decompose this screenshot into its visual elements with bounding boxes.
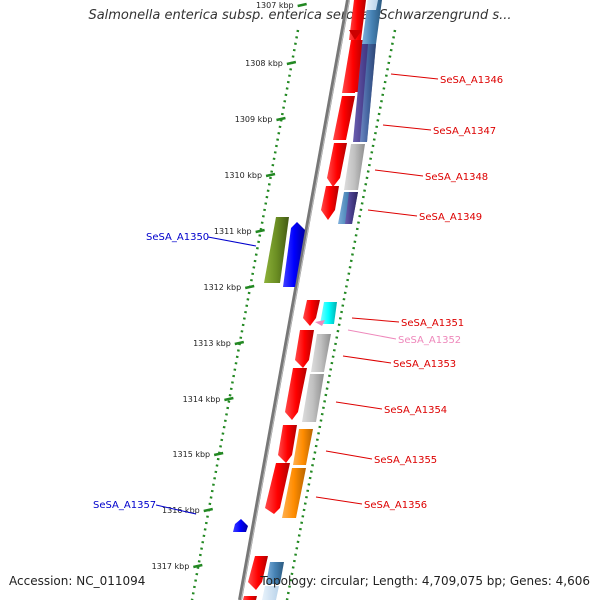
tick-label: 1312 kbp <box>204 283 242 292</box>
gene-block-bottom-steel[interactable] <box>266 562 284 584</box>
gene-label-sesa-a1349[interactable]: SeSA_A1349 <box>419 212 482 223</box>
gene-arrow-1353[interactable] <box>295 330 314 368</box>
gene-label-sesa-a1352[interactable]: SeSA_A1352 <box>398 335 461 346</box>
gene-label-sesa-a1346[interactable]: SeSA_A1346 <box>440 75 503 86</box>
gene-block-orange-1355[interactable] <box>293 429 313 465</box>
gene-block-steel-1[interactable] <box>362 0 382 44</box>
tick-mark <box>244 284 255 290</box>
gene-arrow-1357[interactable] <box>233 519 248 532</box>
gene-arrow-1347[interactable] <box>342 40 364 93</box>
gene-arrow-1348[interactable] <box>333 96 355 140</box>
gene-block-gray-1354[interactable] <box>302 374 324 422</box>
gene-arrow-1351[interactable] <box>303 300 320 326</box>
gene-label-sesa-a1357[interactable]: SeSA_A1357 <box>93 500 156 511</box>
tick-mark <box>297 2 307 8</box>
tick-label: 1317 kbp <box>152 562 190 571</box>
gene-arrow-1356[interactable] <box>265 463 290 514</box>
tick-mark <box>234 340 245 346</box>
gene-label-sesa-a1354[interactable]: SeSA_A1354 <box>384 405 447 416</box>
gene-arrow-1355[interactable] <box>278 425 297 463</box>
gene-arrow-1349[interactable] <box>321 186 339 220</box>
gene-arrow-1350[interactable] <box>283 222 305 287</box>
tick-label: 1314 kbp <box>183 395 221 404</box>
gene-block-steel-2[interactable] <box>360 44 376 142</box>
gene-label-sesa-a1347[interactable]: SeSA_A1347 <box>433 126 496 137</box>
tick-mark <box>276 116 286 122</box>
gene-label-sesa-a1356[interactable]: SeSA_A1356 <box>364 500 427 511</box>
gene-label-sesa-a1355[interactable]: SeSA_A1355 <box>374 455 437 466</box>
gene-arrow-1348b[interactable] <box>327 143 347 187</box>
tick-label: 1309 kbp <box>235 115 273 124</box>
map-title: Salmonella enterica subsp. enterica sero… <box>88 8 512 23</box>
tick-mark <box>255 228 265 234</box>
tick-mark <box>203 507 214 513</box>
gene-block-pale[interactable] <box>366 0 378 10</box>
label-leaders <box>155 73 439 515</box>
gene-block-orange-1356[interactable] <box>282 468 306 518</box>
tick-mark <box>286 60 297 66</box>
gene-arrow-bottom-red-1[interactable] <box>248 556 268 590</box>
tick-label: 1313 kbp <box>193 339 231 348</box>
gene-arrow-bottom-red-2[interactable] <box>243 596 257 600</box>
gene-arrow-1346-tip[interactable] <box>349 30 362 40</box>
gene-arrow-1354[interactable] <box>285 368 307 420</box>
gene-label-sesa-a1350[interactable]: SeSA_A1350 <box>146 232 209 243</box>
topology-text: Topology: circular; Length: 4,709,075 bp… <box>260 574 590 588</box>
gene-label-sesa-a1348[interactable]: SeSA_A1348 <box>425 172 488 183</box>
accession-text: Accession: NC_011094 <box>9 574 146 588</box>
backbone-highlight <box>240 0 350 600</box>
gene-block-cyan-1352[interactable] <box>320 302 337 324</box>
tick-mark <box>213 451 224 457</box>
tick-mark <box>224 396 234 402</box>
backbone-line <box>238 0 350 600</box>
gene-tick-1352 <box>315 320 325 326</box>
tick-label: 1315 kbp <box>172 450 210 459</box>
ruler-ticks: 1307 kbp 1308 kbp 1309 kbp 1310 kbp 1311 kbp… <box>152 1 307 571</box>
tick-label: 1307 kbp <box>256 1 294 10</box>
gene-block-olive-1350[interactable] <box>264 217 289 283</box>
gene-block-gray-1353[interactable] <box>311 334 331 372</box>
tick-label: 1310 kbp <box>224 171 262 180</box>
gene-block-gray-1[interactable] <box>344 144 365 190</box>
gene-block-slate-2[interactable] <box>345 192 358 224</box>
tick-mark <box>193 563 203 569</box>
tick-mark <box>265 172 276 178</box>
tick-label: 1308 kbp <box>245 59 283 68</box>
gene-block-bottom-pale[interactable] <box>262 586 279 600</box>
gene-label-sesa-a1351[interactable]: SeSA_A1351 <box>401 318 464 329</box>
tick-label: 1311 kbp <box>214 227 252 236</box>
gene-label-sesa-a1353[interactable]: SeSA_A1353 <box>393 359 456 370</box>
